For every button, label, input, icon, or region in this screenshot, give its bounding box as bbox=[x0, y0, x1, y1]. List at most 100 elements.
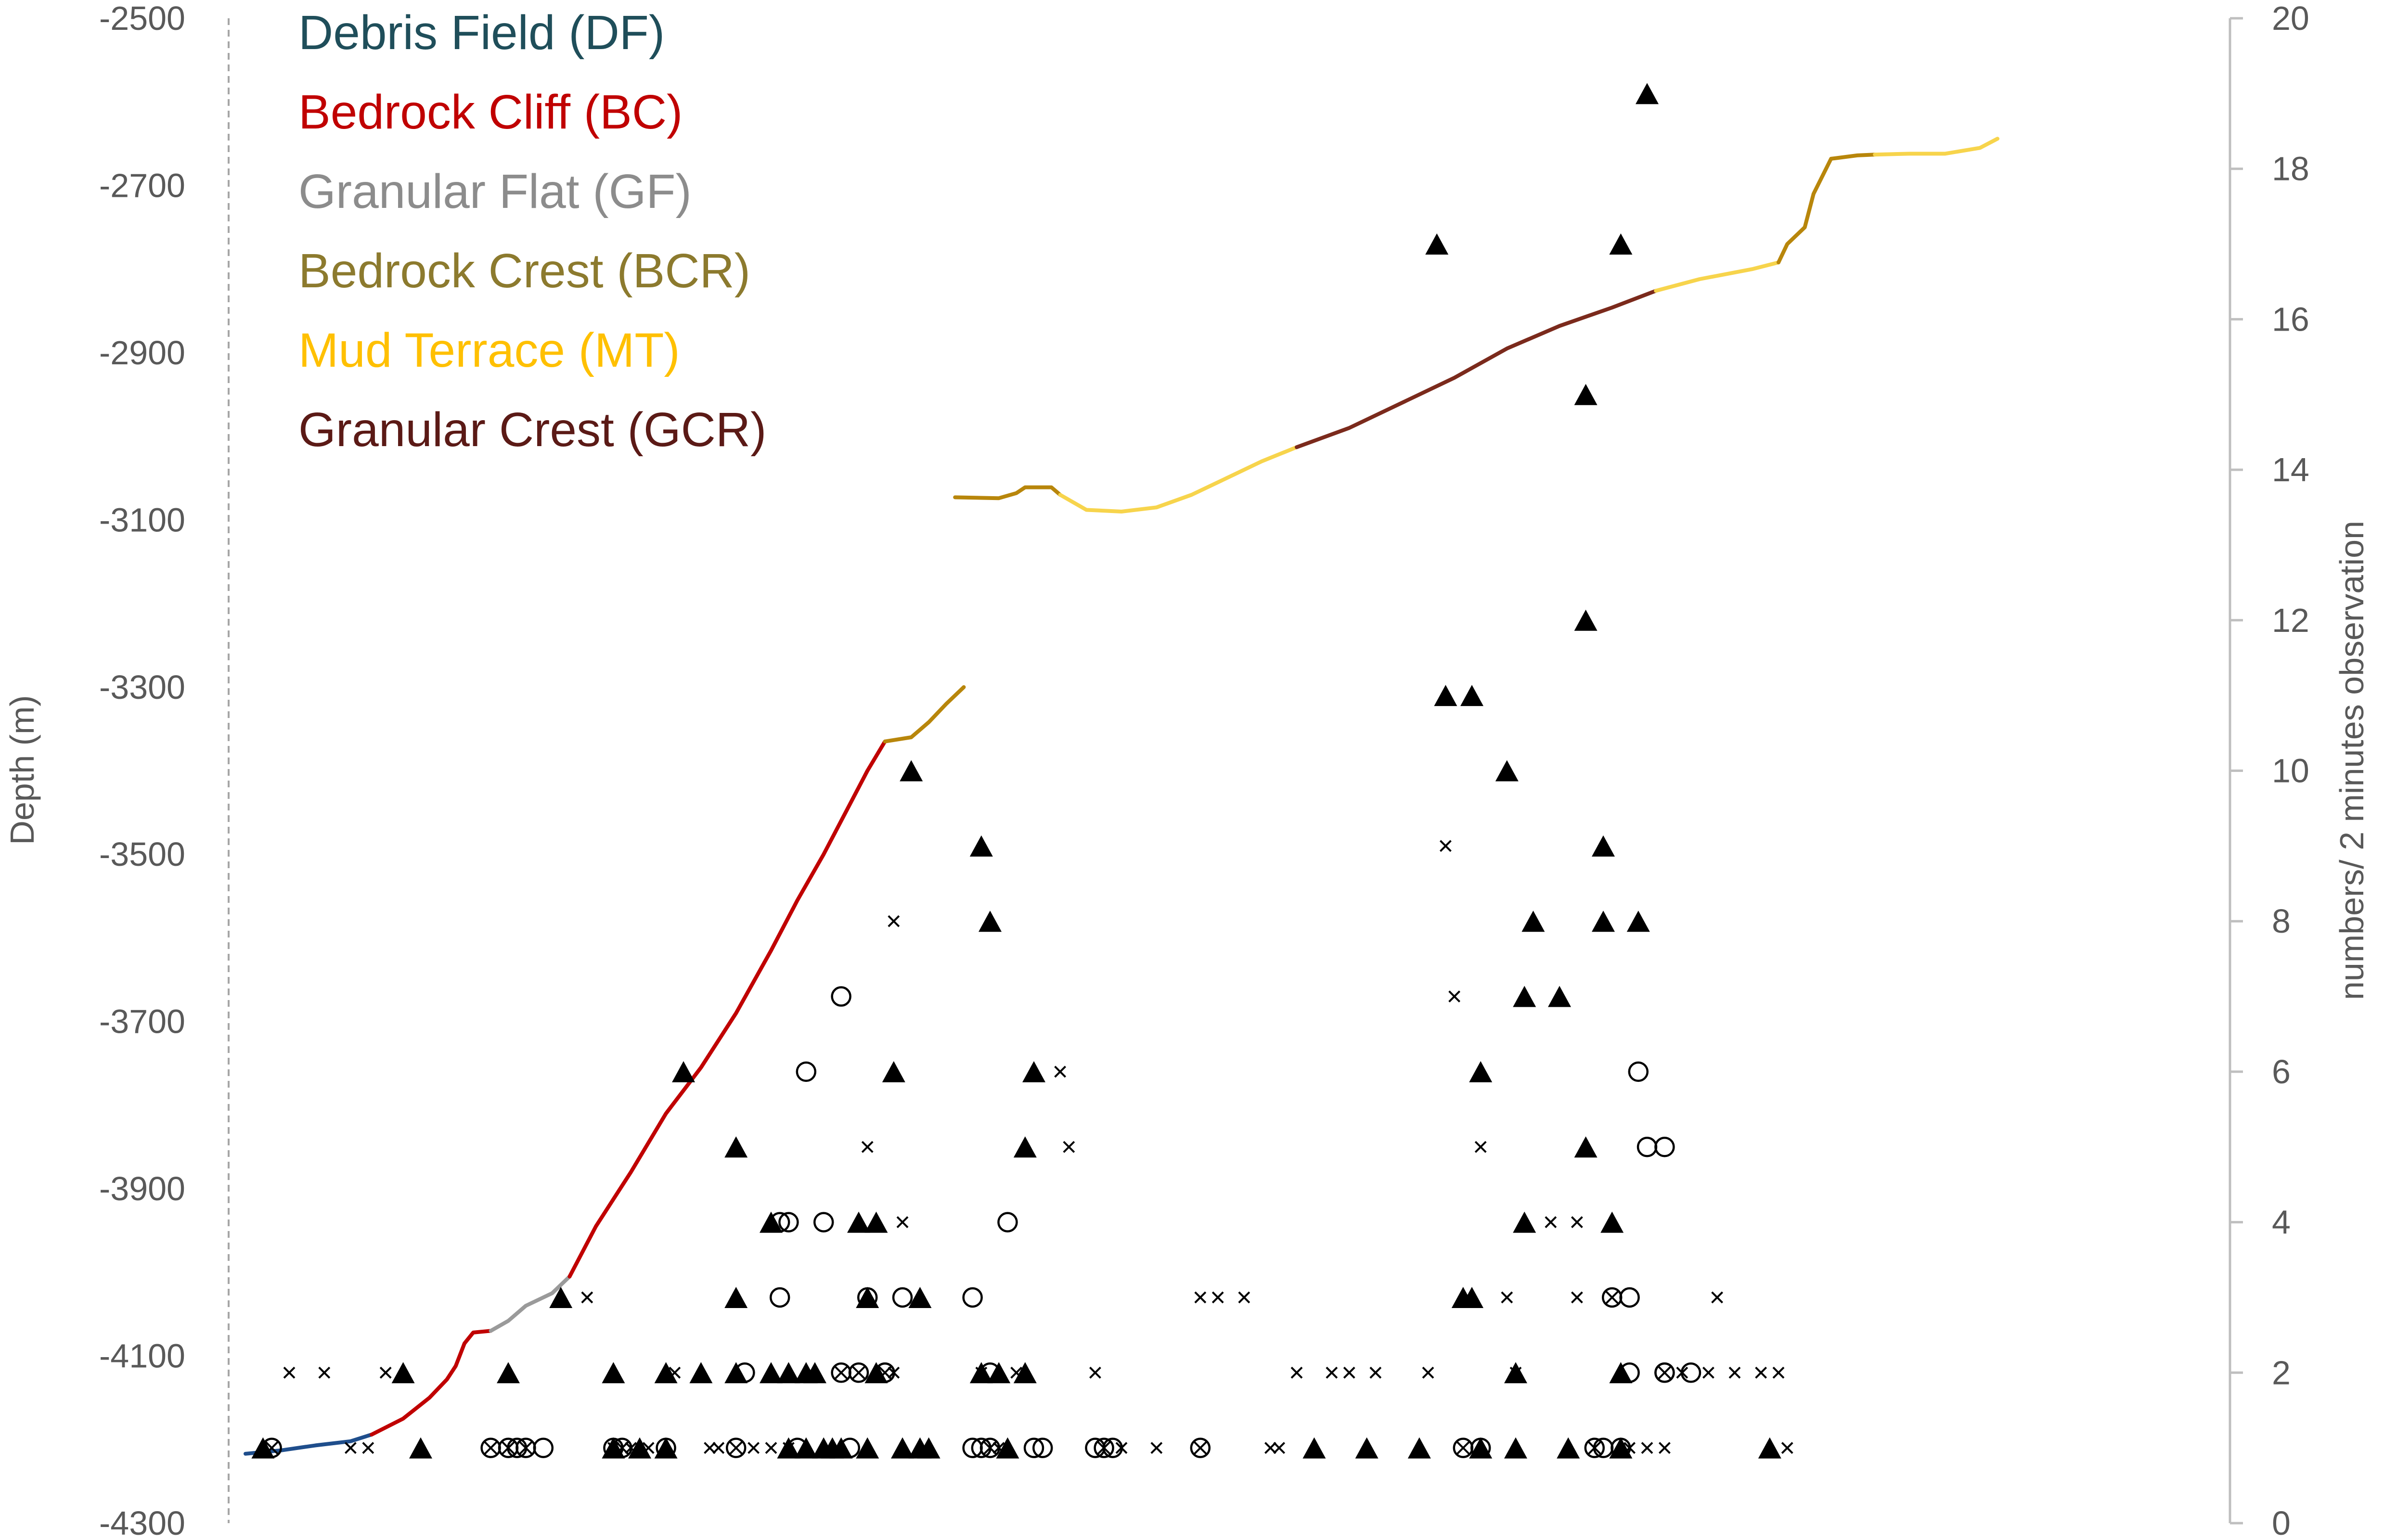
depth-profile-segment-mt bbox=[1654, 260, 1780, 293]
cross-stroke bbox=[888, 1366, 900, 1379]
triangle-marker bbox=[1425, 233, 1449, 255]
left-tick-label: -3900 bbox=[99, 1170, 185, 1207]
circle-cross-stroke bbox=[265, 1441, 279, 1455]
depth-profile-segment-bcr bbox=[953, 485, 1062, 500]
legend-entry: Mud Terrace (MT) bbox=[298, 323, 680, 377]
circle-cross-marker bbox=[848, 1362, 869, 1383]
cross-marker bbox=[1641, 1442, 1653, 1454]
triangle-marker bbox=[1758, 1437, 1781, 1459]
cross-marker bbox=[642, 1442, 655, 1454]
legend: Debris Field (DF) Bedrock Cliff (BC) Granu… bbox=[298, 6, 766, 457]
cross-stroke bbox=[1369, 1366, 1382, 1379]
triangle-marker bbox=[1460, 685, 1483, 706]
triangle-marker bbox=[1504, 1437, 1527, 1459]
cross-stroke bbox=[1010, 1366, 1023, 1379]
cross-stroke bbox=[1326, 1366, 1338, 1379]
triangle-marker bbox=[847, 1211, 870, 1233]
right-tick-label: 10 bbox=[2272, 752, 2309, 790]
circle-cross-ring bbox=[1094, 1437, 1114, 1458]
circle-cross-marker bbox=[480, 1437, 501, 1458]
cross-marker bbox=[1755, 1366, 1767, 1379]
cross-stroke bbox=[896, 1216, 909, 1229]
cross-marker bbox=[1150, 1442, 1163, 1454]
cross-marker bbox=[1115, 1442, 1128, 1454]
triangle-marker bbox=[549, 1286, 573, 1308]
cross-marker bbox=[765, 1442, 777, 1454]
cross-stroke bbox=[1781, 1442, 1793, 1454]
cross-stroke bbox=[1571, 1291, 1583, 1304]
right-axis-title: numbers/ 2 minutes observation bbox=[2333, 521, 2371, 1000]
right-tick-label: 14 bbox=[2272, 451, 2309, 488]
circle-cross-stroke bbox=[729, 1441, 743, 1455]
right-tick-label: 6 bbox=[2272, 1053, 2291, 1091]
cross-marker bbox=[747, 1442, 760, 1454]
circle-marker bbox=[1619, 1287, 1640, 1308]
cross-stroke bbox=[1063, 1141, 1075, 1153]
right-tick-label: 16 bbox=[2272, 300, 2309, 338]
circle-marker bbox=[813, 1212, 834, 1232]
right-tick-label: 18 bbox=[2272, 150, 2309, 188]
cross-marker bbox=[1290, 1366, 1303, 1379]
cross-stroke bbox=[1343, 1366, 1355, 1379]
circle-cross-marker bbox=[1094, 1437, 1114, 1458]
circle-marker bbox=[839, 1437, 861, 1458]
triangle-marker bbox=[1521, 911, 1545, 932]
triangle-marker bbox=[777, 1362, 800, 1384]
cross-stroke bbox=[861, 1141, 874, 1153]
cross-stroke bbox=[1658, 1442, 1671, 1454]
cross-marker bbox=[1728, 1366, 1741, 1379]
right-tick-label: 0 bbox=[2272, 1504, 2291, 1540]
cross-marker bbox=[379, 1366, 392, 1379]
triangle-marker bbox=[497, 1362, 520, 1384]
triangle-marker bbox=[1626, 911, 1650, 932]
circle-marker bbox=[1023, 1437, 1044, 1458]
cross-marker bbox=[1369, 1366, 1382, 1379]
cross-marker bbox=[581, 1291, 593, 1304]
cross-marker bbox=[1422, 1366, 1434, 1379]
cross-stroke bbox=[669, 1366, 681, 1379]
cross-marker bbox=[1772, 1366, 1785, 1379]
legend-entry: Granular Crest (GCR) bbox=[298, 403, 766, 457]
cross-marker bbox=[1781, 1442, 1793, 1454]
triangle-marker bbox=[1574, 384, 1598, 405]
circle-cross-stroke bbox=[852, 1366, 865, 1379]
triangle-marker bbox=[1469, 1061, 1493, 1082]
cross-stroke bbox=[975, 1366, 988, 1379]
legend-entry: Debris Field (DF) bbox=[298, 6, 665, 60]
circle-marker bbox=[1680, 1362, 1701, 1383]
circle-cross-marker bbox=[725, 1437, 747, 1458]
circle-marker bbox=[1619, 1362, 1640, 1383]
circle-marker bbox=[1654, 1137, 1675, 1157]
circle-cross-marker bbox=[261, 1437, 282, 1458]
triangle-marker bbox=[1557, 1437, 1580, 1459]
triangle-marker bbox=[760, 1362, 783, 1384]
observation-markers bbox=[251, 83, 1793, 1459]
circle-marker bbox=[769, 1287, 790, 1308]
circle-marker bbox=[857, 1287, 878, 1308]
cross-marker bbox=[896, 1216, 909, 1229]
circle-cross-ring bbox=[1654, 1362, 1675, 1383]
left-tick-label: -3100 bbox=[99, 501, 185, 539]
depth-profile-segment-bc bbox=[370, 1329, 493, 1437]
legend-entry: Bedrock Cliff (BC) bbox=[298, 85, 683, 139]
cross-stroke bbox=[1772, 1366, 1785, 1379]
cross-stroke bbox=[765, 1442, 777, 1454]
triangle-marker bbox=[1636, 83, 1659, 104]
triangle-marker bbox=[1355, 1437, 1379, 1459]
cross-marker bbox=[1054, 1065, 1067, 1078]
circle-cross-marker bbox=[1601, 1287, 1623, 1308]
triangle-marker bbox=[882, 1061, 905, 1082]
circle-cross-stroke bbox=[1588, 1441, 1601, 1455]
cross-stroke bbox=[607, 1442, 619, 1454]
triangle-marker bbox=[724, 1286, 748, 1308]
triangle-marker bbox=[654, 1437, 678, 1459]
cross-stroke bbox=[782, 1442, 795, 1454]
triangle-marker bbox=[1460, 1286, 1483, 1308]
circle-cross-ring bbox=[725, 1437, 747, 1458]
triangle-marker bbox=[602, 1362, 625, 1384]
cross-marker bbox=[975, 1366, 988, 1379]
cross-stroke bbox=[1545, 1216, 1557, 1229]
depth-profile-segment-mt bbox=[1873, 137, 1999, 157]
circle-cross-stroke bbox=[1456, 1441, 1470, 1455]
cross-marker bbox=[1211, 1291, 1224, 1304]
